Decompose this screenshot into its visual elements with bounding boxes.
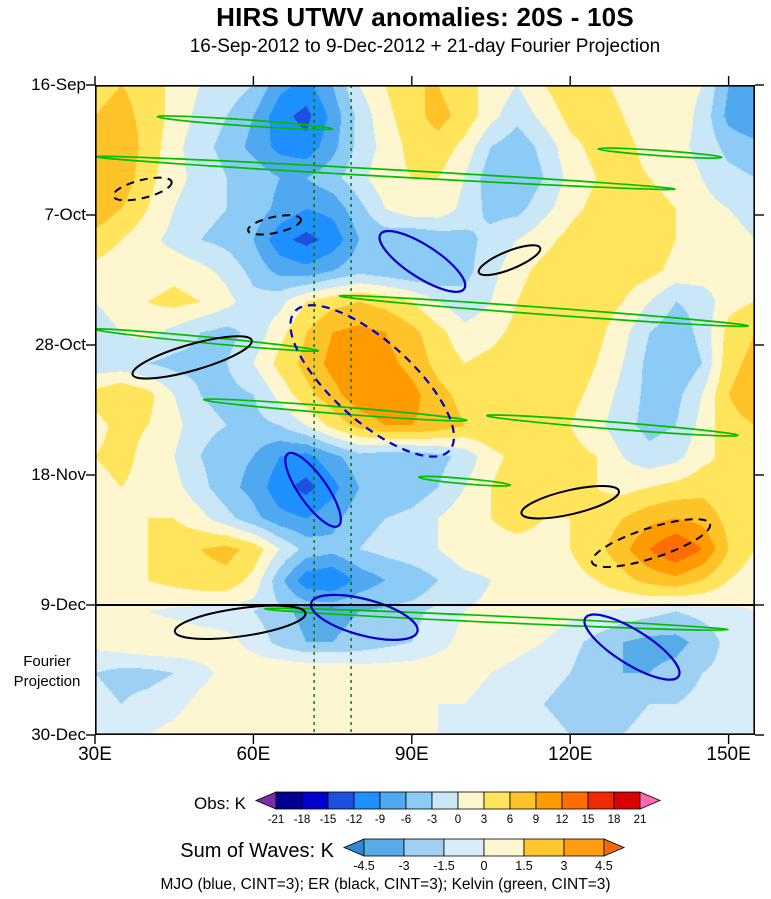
kelvin-wave-contour (95, 155, 676, 191)
x-tick-label: 120E (548, 744, 593, 765)
colorbar-tick-label: 6 (507, 814, 513, 826)
y-tick-label: 18-Nov (31, 465, 86, 484)
sum-colorbar-label: Sum of Waves: K (180, 840, 334, 862)
anomaly-heatmap (95, 85, 755, 735)
kelvin-wave-contour (597, 147, 723, 159)
mjo-wave-ellipse (284, 451, 342, 528)
colorbar-cap (254, 791, 277, 810)
colorbar-segment (379, 791, 407, 810)
sum-colorbar: -4.5 -3 -1.5 0 1.5 3 4.5 (342, 838, 626, 879)
plot-area (86, 76, 764, 744)
colorbar-segment (443, 838, 485, 857)
mjo-wave-ellipse (289, 304, 456, 458)
fourier-label-line2: Projection (13, 673, 81, 690)
y-tick-label: 9-Dec (40, 595, 86, 614)
er-wave-ellipse (520, 485, 620, 520)
x-tick-label: 60E (236, 744, 271, 765)
x-tick-label: 90E (394, 744, 429, 765)
colorbar-tick-label: 3 (481, 814, 487, 826)
colorbar-tick-label: -15 (320, 814, 337, 826)
y-tick-label: 7-Oct (44, 205, 86, 224)
er-wave-ellipse (173, 604, 307, 640)
x-tick-label: 150E (706, 744, 751, 765)
mjo-wave-ellipse (583, 613, 681, 681)
colorbar-tick-label: 9 (533, 814, 539, 826)
figure-subtitle: 16-Sep-2012 to 9-Dec-2012 + 21-day Fouri… (189, 36, 661, 57)
colorbar-tick-label: -6 (401, 814, 411, 826)
kelvin-wave-contour (417, 475, 512, 487)
colorbar-cap (342, 838, 365, 857)
obs-colorbar: -21 -18 -15 -12 -9 -6 -3 0 3 6 9 12 15 18 21 (254, 791, 662, 832)
kelvin-wave-contour (202, 398, 468, 422)
colorbar-tick-label: 1.5 (515, 859, 532, 873)
plot-border (95, 85, 756, 736)
colorbar-cap (603, 838, 626, 857)
kelvin-wave-contour (156, 115, 334, 131)
colorbar-tick-label: 0 (455, 814, 461, 826)
y-tick-label: 16-Sep (31, 75, 86, 94)
figure-title: HIRS UTWV anomalies: 20S - 10S (216, 2, 634, 32)
colorbar-tick-label: 4.5 (595, 859, 612, 873)
colorbar-tick-label: -4.5 (353, 859, 375, 873)
legend-caption: MJO (blue, CINT=3); ER (black, CINT=3); … (160, 876, 611, 893)
colorbar-segment (275, 791, 303, 810)
colorbar-tick-label: 18 (608, 814, 621, 826)
colorbar-cap (639, 791, 662, 810)
colorbar-tick-label: 21 (634, 814, 647, 826)
colorbar-tick-label: -1.5 (433, 859, 455, 873)
er-wave-ellipse (112, 176, 173, 202)
colorbar-tick-label: -3 (398, 859, 409, 873)
colorbar-segment (535, 791, 563, 810)
kelvin-wave-contour (338, 294, 750, 328)
colorbar-segment (587, 791, 615, 810)
colorbar-segment (405, 791, 433, 810)
colorbar-tick-label: -21 (268, 814, 285, 826)
colorbar-segment (509, 791, 537, 810)
colorbar-segment (613, 791, 641, 810)
kelvin-wave-contour (485, 414, 739, 437)
er-wave-ellipse (590, 518, 712, 568)
mjo-wave-ellipse (309, 593, 419, 641)
colorbar-tick-label: 15 (582, 814, 595, 826)
y-tick-label: 28-Oct (34, 335, 86, 354)
x-tick-label: 30E (78, 744, 112, 765)
obs-colorbar-label: Obs: K (194, 794, 246, 813)
colorbar-segment (327, 791, 355, 810)
mjo-wave-ellipse (378, 229, 467, 293)
colorbar-segment (483, 791, 511, 810)
colorbar-segment (363, 838, 405, 857)
colorbar-tick-label: 3 (561, 859, 568, 873)
colorbar-segment (563, 838, 605, 857)
kelvin-wave-contour (263, 607, 729, 632)
colorbar-segment (431, 791, 459, 810)
er-wave-ellipse (477, 244, 542, 277)
colorbar-tick-label: 12 (556, 814, 569, 826)
colorbar-segment (523, 838, 565, 857)
colorbar-segment (457, 791, 485, 810)
colorbar-segment (353, 791, 381, 810)
er-wave-ellipse (131, 335, 253, 380)
fourier-projection-label: Fourier Projection (4, 652, 90, 692)
colorbar-segment (301, 791, 329, 810)
colorbar-tick-label: -12 (346, 814, 363, 826)
colorbar-tick-label: 0 (481, 859, 488, 873)
colorbar-segment (561, 791, 589, 810)
colorbar-tick-label: -18 (294, 814, 311, 826)
colorbar-segment (483, 838, 525, 857)
colorbar-tick-label: -3 (427, 814, 437, 826)
fourier-label-line1: Fourier (23, 653, 71, 670)
colorbar-segment (403, 838, 445, 857)
y-tick-label: 30-Dec (31, 725, 86, 744)
colorbar-tick-label: -9 (375, 814, 385, 826)
er-wave-ellipse (247, 214, 302, 236)
plot-overlay (86, 76, 764, 744)
